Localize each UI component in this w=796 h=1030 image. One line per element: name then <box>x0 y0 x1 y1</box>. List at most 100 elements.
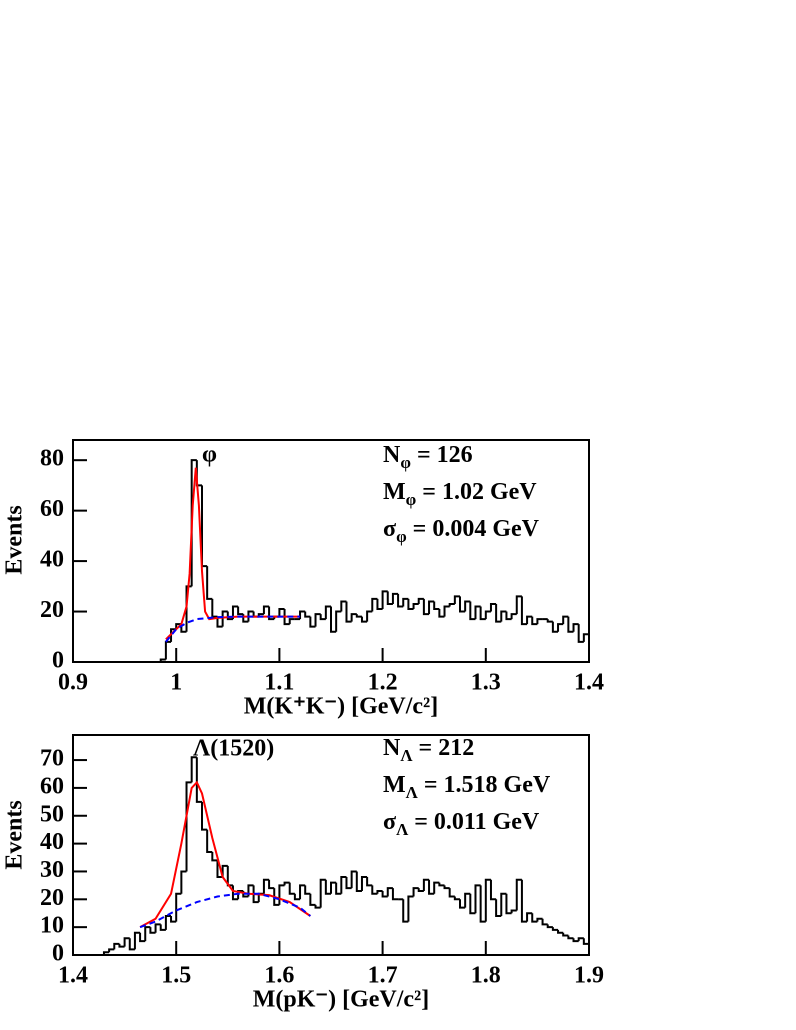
histogram-bin <box>144 926 151 942</box>
histogram-bin <box>412 887 419 897</box>
y-tick-label: 40 <box>40 547 64 573</box>
histogram-bin <box>309 616 316 628</box>
histogram-bin <box>557 623 564 632</box>
histogram-bin <box>247 610 254 622</box>
histogram-bin <box>474 884 481 914</box>
histogram-bin <box>211 598 218 618</box>
histogram-bin <box>557 929 564 934</box>
histogram-bin <box>231 605 239 620</box>
histogram-bin <box>567 935 574 940</box>
histogram-bin <box>221 610 228 627</box>
annotation-subscript: φ <box>400 453 411 472</box>
histogram-bin <box>402 597 409 607</box>
fit-curve <box>165 615 301 643</box>
peak-label: φ <box>202 442 217 468</box>
annotation: Nφ = 126 <box>383 442 473 472</box>
histogram-bin <box>422 598 430 616</box>
x-tick-label: 1.5 <box>161 963 191 989</box>
histogram-bin <box>412 602 419 610</box>
histogram-bin <box>562 615 569 625</box>
histogram-bin <box>185 585 192 632</box>
histogram-bin <box>304 885 311 895</box>
panel: 0.9 1 1.1 1.2 1.3 1.4 0 20 40 60 80 M(K⁺K⁻) [GeV/c²… <box>2 439 604 720</box>
histogram-bin <box>484 878 491 922</box>
histogram-bin <box>139 932 146 943</box>
histogram-bin <box>495 899 502 918</box>
histogram-bin <box>226 865 233 887</box>
histogram-bin <box>386 887 393 897</box>
histogram-bin <box>505 893 512 915</box>
annotation-text: = 1.02 GeV <box>422 479 537 505</box>
histogram-bin <box>572 623 579 632</box>
y-axis-label: Events <box>2 505 28 574</box>
fit-curve <box>139 780 311 929</box>
histogram-bin <box>113 942 120 950</box>
annotation-symbol: σ <box>383 516 396 542</box>
histogram-bin <box>268 879 275 890</box>
x-tick-label: 1.6 <box>264 963 294 989</box>
x-tick-label: 1.7 <box>368 963 398 989</box>
histogram-bin <box>319 878 326 908</box>
histogram-bin <box>309 893 316 906</box>
histogram-bin <box>237 606 244 616</box>
histogram-bin <box>489 879 497 901</box>
y-tick-label: 60 <box>40 773 64 799</box>
histogram-bin <box>453 595 460 604</box>
annotation: MΛ = 1.518 GeV <box>383 772 551 802</box>
histogram-bin <box>360 616 368 623</box>
annotation: NΛ = 212 <box>383 735 474 765</box>
annotation: Mφ = 1.02 GeV <box>383 479 537 509</box>
histogram-bin <box>531 616 538 626</box>
histogram-bin <box>428 600 435 615</box>
histogram-bin <box>154 923 161 933</box>
histogram-bin <box>216 616 223 628</box>
y-tick-label: 20 <box>40 597 64 623</box>
histogram-bin <box>211 851 218 862</box>
histogram-bin <box>201 485 208 568</box>
histogram-bin <box>386 591 393 605</box>
histogram-bin <box>428 879 435 895</box>
histogram-bin <box>572 938 579 943</box>
histogram-bin <box>335 610 342 632</box>
histogram-bin <box>304 611 311 618</box>
histogram-bin <box>531 913 538 923</box>
histogram-bin <box>366 610 373 622</box>
histogram-bin <box>536 917 543 922</box>
histogram-bin <box>381 590 388 610</box>
histogram-bin <box>438 609 445 618</box>
histogram-bin <box>500 892 507 917</box>
histogram-bin <box>500 610 507 622</box>
y-tick-label: 70 <box>40 746 64 772</box>
histogram-bin <box>577 937 584 942</box>
histogram-bin <box>226 611 233 621</box>
histogram-bin <box>350 613 357 622</box>
histogram-bin <box>288 618 295 625</box>
y-tick-label: 50 <box>40 801 64 827</box>
histogram-bin <box>164 640 172 660</box>
histogram-bin <box>546 924 553 929</box>
x-tick-label: 1.4 <box>58 963 88 989</box>
histogram-bin <box>262 605 270 615</box>
histogram-bin <box>252 885 259 904</box>
y-tick-label: 60 <box>40 496 64 522</box>
x-tick-label: 1.2 <box>368 670 398 696</box>
histogram-bin <box>159 924 166 931</box>
histogram-bin <box>448 888 455 898</box>
histogram-bin <box>515 595 522 615</box>
histogram-bin <box>433 881 440 894</box>
y-tick-label: 10 <box>40 913 64 939</box>
histogram-bin <box>190 756 197 783</box>
x-tick-label: 1 <box>170 670 182 696</box>
histogram-bin <box>397 593 404 608</box>
histogram-bin <box>407 598 414 611</box>
annotation-symbol: M <box>383 479 406 505</box>
histogram-bin <box>355 871 362 892</box>
histogram-bin <box>175 623 182 630</box>
histogram-bin <box>546 619 553 623</box>
histogram-bin <box>489 602 497 612</box>
histogram-bin <box>433 601 440 611</box>
histogram-bin <box>123 937 130 947</box>
histogram-bin <box>128 938 135 951</box>
histogram-bin <box>567 616 574 633</box>
